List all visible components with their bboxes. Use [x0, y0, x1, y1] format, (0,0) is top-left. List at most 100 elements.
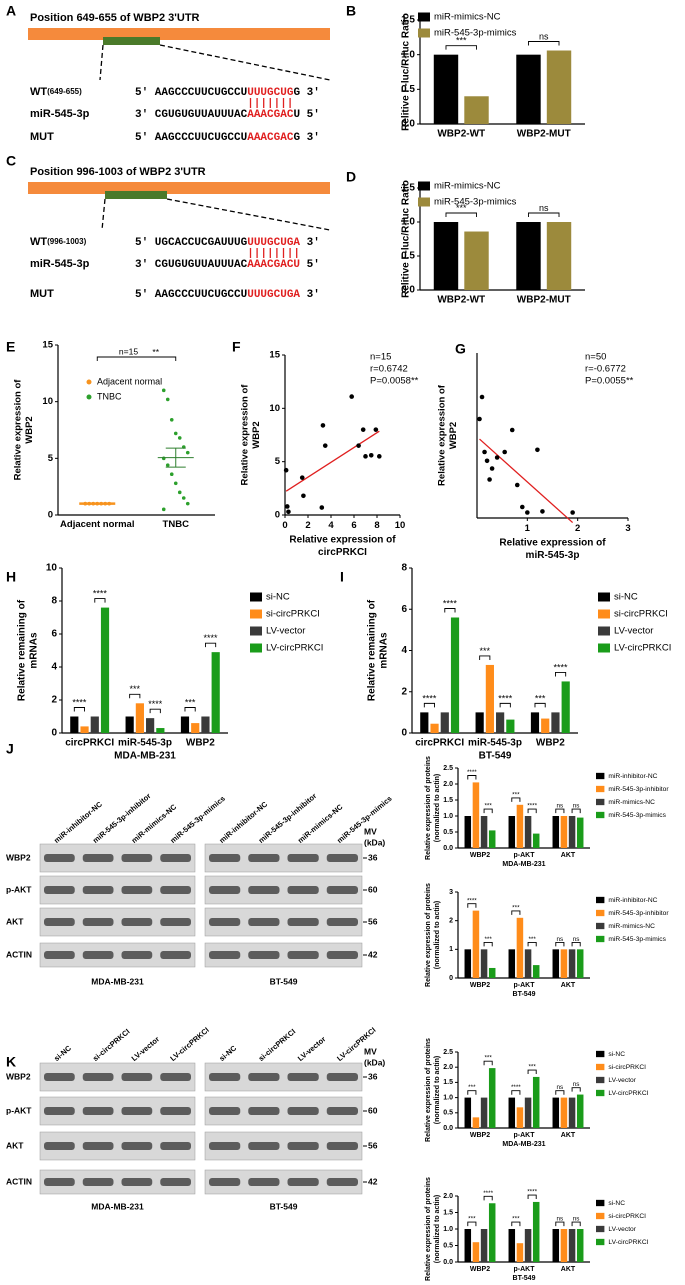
x-tick-label: 0 — [282, 520, 287, 531]
sequence-part: AAACGACU — [247, 259, 300, 271]
bar — [433, 54, 459, 124]
fit-line — [285, 430, 380, 492]
x-tick-label: 4 — [328, 520, 334, 531]
bar — [472, 782, 480, 848]
legend-label: miR-545-3p-mimics — [434, 197, 517, 208]
significance-bracket — [527, 941, 537, 947]
point — [363, 454, 368, 459]
x-axis-label: circPRKCI — [318, 547, 367, 558]
bar — [472, 910, 480, 978]
y-tick-label: 1.0 — [443, 1226, 453, 1233]
band — [209, 918, 241, 926]
band — [121, 854, 153, 862]
y-tick-label: 0.5 — [443, 829, 453, 836]
x-axis-label: MDA-MB-231 — [114, 751, 176, 762]
x-tick-label: p-AKT — [514, 1132, 536, 1139]
legend-swatch — [596, 1050, 605, 1058]
mw-header: (kDa) — [364, 1057, 385, 1067]
legend-label: LV-vector — [614, 626, 653, 637]
band — [326, 1107, 358, 1115]
x-tick-label: circPRKCI — [65, 738, 114, 749]
panel-letter: G — [455, 341, 466, 357]
mw-label: 36 — [368, 1071, 378, 1081]
sequence-title: Position 996-1003 of WBP2 3'UTR — [30, 166, 206, 178]
y-tick-label: 0 — [275, 510, 280, 521]
x-tick-label: 2 — [305, 520, 310, 531]
legend-label: miR-545-3p-mimics — [434, 28, 517, 39]
legend-label: TNBC — [97, 391, 122, 401]
band — [287, 951, 319, 959]
y-axis-label: (normalized to actin) — [434, 774, 441, 842]
significance-label: **** — [443, 598, 458, 608]
band — [248, 886, 280, 894]
band — [160, 918, 191, 926]
bar — [472, 1117, 480, 1128]
bar — [146, 718, 155, 733]
legend-swatch — [596, 1225, 605, 1233]
band — [209, 1178, 241, 1186]
legend-swatch — [596, 811, 605, 819]
x-tick-label: 10 — [395, 520, 406, 531]
band — [82, 918, 114, 926]
significance-bracket — [555, 808, 565, 814]
legend-swatch — [250, 592, 262, 602]
legend-swatch — [598, 609, 610, 619]
panel-letter: A — [6, 3, 16, 19]
band — [209, 1073, 241, 1081]
sequence-part: G 3' — [293, 87, 319, 99]
band — [287, 1073, 319, 1081]
significance-bracket — [555, 1221, 565, 1227]
significance-label: **** — [511, 1084, 521, 1091]
significance-label: *** — [484, 1055, 492, 1062]
band — [160, 1107, 191, 1115]
panel-letter: F — [232, 339, 241, 355]
bar — [100, 607, 110, 733]
bar — [516, 1243, 524, 1262]
y-tick-label: 2 — [401, 686, 407, 697]
utr-bar — [28, 182, 330, 194]
sequence-part: 5' UGCACCUCGAUUUG — [135, 237, 248, 249]
significance-bracket — [528, 41, 560, 46]
bar — [80, 726, 89, 733]
significance-bracket — [571, 1087, 581, 1092]
cell-label: MDA-MB-231 — [91, 976, 144, 986]
bar — [450, 617, 460, 733]
legend-label: miR-mimics-NC — [608, 923, 655, 930]
significance-bracket — [511, 910, 521, 915]
y-tick-label: 1.5 — [443, 1079, 453, 1086]
x-tick-label: 2 — [575, 523, 580, 534]
band — [209, 1142, 241, 1150]
band — [209, 951, 241, 959]
significance-label: *** — [535, 693, 546, 703]
band — [82, 1178, 114, 1186]
y-tick-label: 10 — [269, 403, 280, 414]
band — [44, 1142, 75, 1150]
legend-label: miR-inhibitor-NC — [608, 897, 657, 904]
legend-label: LV-vector — [266, 626, 305, 637]
sequence: 3' CGUGUGUUAUUUACAAACGACU 5' — [135, 259, 320, 271]
significance-label: ns — [557, 1084, 564, 1091]
band — [82, 886, 114, 894]
blot-row-label: p-AKT — [6, 1105, 32, 1115]
point — [173, 431, 178, 436]
point — [489, 466, 495, 471]
fit-line — [479, 438, 574, 524]
bar — [560, 1229, 568, 1262]
bar — [524, 1097, 532, 1128]
bar — [180, 716, 190, 733]
bar — [568, 949, 576, 978]
legend-swatch — [598, 592, 610, 602]
y-tick-label: 0.0 — [443, 1259, 453, 1266]
y-tick-label: 15 — [269, 350, 280, 361]
bar — [576, 949, 584, 978]
point — [177, 490, 182, 495]
significance-bracket — [129, 693, 141, 699]
point — [535, 447, 540, 453]
sequence-part: UUUGCUGA — [247, 237, 300, 249]
x-axis-label: miR-545-3p — [526, 550, 580, 561]
zoom-line — [101, 198, 331, 231]
band — [287, 854, 319, 862]
panel-letter: K — [6, 1054, 16, 1070]
row-label: WT(996-1003) — [30, 236, 87, 248]
significance-label: ns — [573, 1081, 580, 1088]
